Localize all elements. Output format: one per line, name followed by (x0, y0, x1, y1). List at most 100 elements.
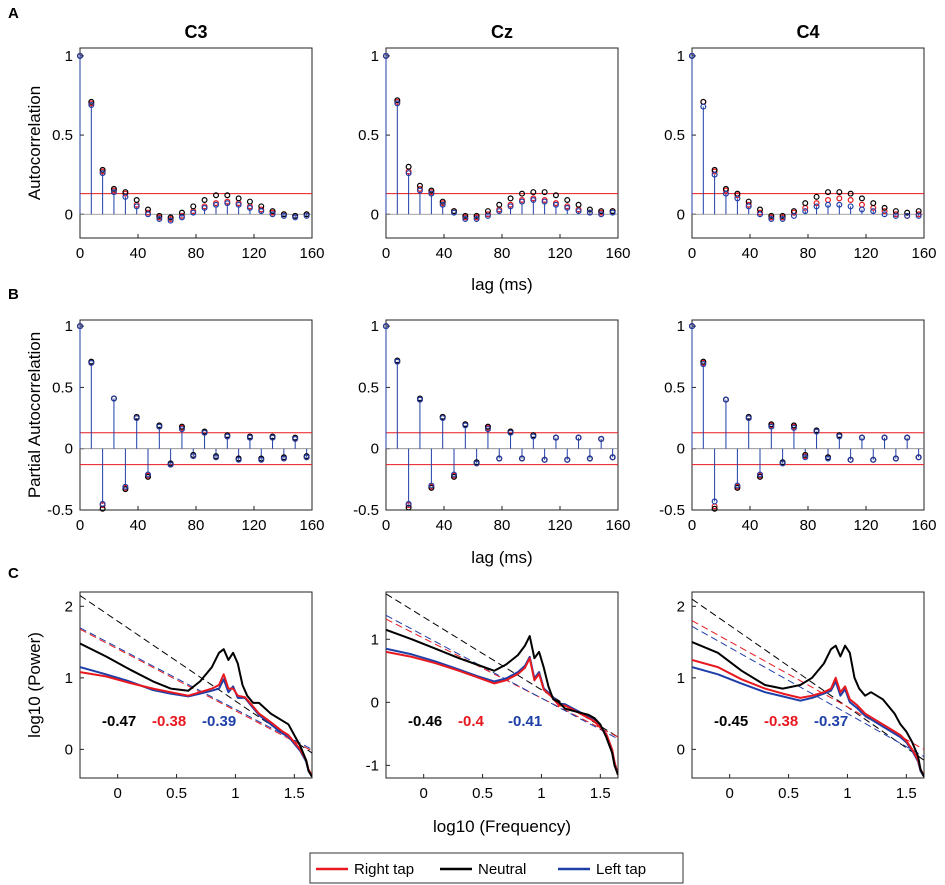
acf-marker-neutral (858, 195, 865, 202)
acf-marker-left-tap (76, 323, 83, 330)
spectrum-line-right-tap (692, 659, 924, 777)
acf-marker-left-tap (564, 204, 571, 211)
acf-marker-left-tap (847, 203, 854, 210)
acf-marker-left-tap (802, 208, 809, 215)
acf-marker-neutral (269, 208, 276, 215)
acf-marker-neutral (700, 98, 707, 105)
x-tick-label: 1.5 (284, 785, 305, 802)
acf-marker-left-tap (484, 426, 491, 433)
acf-marker-left-tap (224, 433, 231, 440)
x-tick-label: 0 (382, 245, 390, 262)
y-tick-label: 1 (677, 48, 685, 65)
acf-marker-left-tap (473, 460, 480, 467)
x-tick-label: 0 (688, 517, 696, 534)
y-tick-label: 1 (371, 631, 379, 648)
acf-marker-left-tap (790, 424, 797, 431)
acf-marker-left-tap (133, 415, 140, 422)
acf-marker-left-tap (541, 198, 548, 205)
acf-marker-left-tap (88, 101, 95, 108)
x-tick-label: 40 (130, 517, 147, 534)
x-tick-label: 1 (231, 785, 239, 802)
axes-frame (385, 591, 619, 779)
acf-marker-neutral (178, 423, 185, 430)
acf-marker-left-tap (99, 500, 106, 507)
fit-line-neutral (692, 598, 924, 761)
acf-marker-left-tap (201, 429, 208, 436)
acf-marker-left-tap (915, 212, 922, 219)
x-tick-label: 80 (494, 245, 511, 262)
slope-left-tap: -0.37 (814, 713, 848, 730)
acf-marker-left-tap (711, 171, 718, 178)
acf-marker-neutral (428, 187, 435, 194)
x-tick-label: 120 (853, 517, 878, 534)
x-tick-label: 120 (547, 517, 572, 534)
x-tick-label: 160 (605, 517, 630, 534)
acf-marker-left-tap (292, 435, 299, 442)
y-tick-label: 0 (371, 206, 379, 223)
acf-marker-left-tap (269, 434, 276, 441)
acf-marker-neutral (439, 198, 446, 205)
acf-marker-left-tap (235, 201, 242, 208)
acf-marker-left-tap (836, 201, 843, 208)
acf-marker-left-tap (303, 454, 310, 461)
acf-marker-left-tap (598, 211, 605, 218)
x-tick-label: 0 (382, 517, 390, 534)
x-tick-label: 1.5 (896, 785, 917, 802)
acf-marker-left-tap (462, 422, 469, 429)
acf-marker-left-tap (156, 216, 163, 223)
y-tick-label: 2 (65, 598, 73, 615)
acf-marker-left-tap (405, 500, 412, 507)
acf-marker-left-tap (405, 170, 412, 177)
x-tick-label: 40 (130, 245, 147, 262)
acf-marker-neutral (145, 473, 152, 480)
acf-marker-neutral (564, 197, 571, 204)
line-layer (386, 593, 618, 776)
acf-marker-left-tap (892, 212, 899, 219)
acf-marker-neutral (802, 200, 809, 207)
acf-marker-left-tap (881, 211, 888, 218)
acf-marker-left-tap (586, 455, 593, 462)
acf-marker-left-tap (519, 455, 526, 462)
subplot-a-cz: 0 40 80 120 160 0 0.5 1 Cz (358, 22, 630, 262)
acf-marker-left-tap (530, 197, 537, 204)
acf-marker-left-tap (870, 456, 877, 463)
axes-frame (79, 319, 313, 511)
slope-neutral: -0.46 (408, 713, 442, 730)
y-tick-label: 1 (371, 318, 379, 335)
acf-marker-left-tap (190, 453, 197, 460)
acf-marker-left-tap (451, 209, 458, 216)
y-tick-label: 0 (65, 741, 73, 758)
spectrum-line-neutral (386, 628, 618, 776)
acf-marker-left-tap (790, 212, 797, 219)
acf-marker-left-tap (416, 396, 423, 403)
acf-marker-left-tap (167, 461, 174, 468)
acf-marker-left-tap (167, 217, 174, 224)
acf-marker-neutral (507, 195, 514, 202)
acf-marker-left-tap (825, 201, 832, 208)
x-tick-label: 80 (800, 517, 817, 534)
subplot-a-c3: 0 40 80 120 160 0 0.5 1 C3 (52, 22, 324, 262)
acf-marker-left-tap (779, 460, 786, 467)
acf-marker-left-tap (813, 428, 820, 435)
subplot-c-c4: 0 0.5 1 1.5 0 1 2 -0.45 -0.38 -0.37 (677, 591, 925, 802)
acf-marker-left-tap (881, 434, 888, 441)
acf-marker-neutral (541, 189, 548, 196)
acf-marker-right-tap (881, 208, 888, 215)
acf-marker-left-tap (246, 434, 253, 441)
acf-marker-neutral (246, 198, 253, 205)
acf-marker-neutral (110, 185, 117, 192)
y-tick-label: -0.5 (659, 502, 685, 519)
x-tick-label: 120 (547, 245, 572, 262)
x-tick-label: 0 (420, 785, 428, 802)
x-tick-label: 1.5 (590, 785, 611, 802)
acf-marker-left-tap (734, 195, 741, 202)
legend-left-tap-label: Left tap (596, 861, 646, 878)
acf-marker-left-tap (768, 216, 775, 223)
legend-neutral-label: Neutral (478, 861, 526, 878)
x-tick-label: 120 (241, 245, 266, 262)
y-tick-label: 0.5 (358, 127, 379, 144)
acf-marker-left-tap (757, 471, 764, 478)
acf-marker-left-tap (711, 498, 718, 505)
